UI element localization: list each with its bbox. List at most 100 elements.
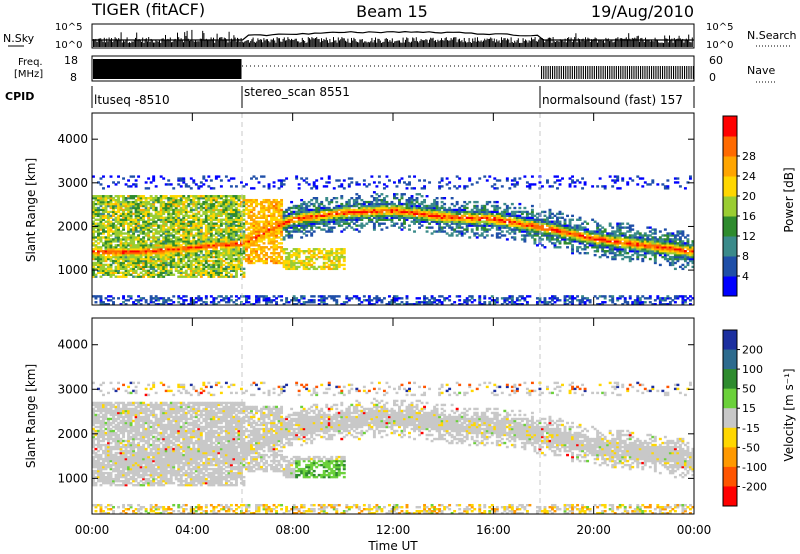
power-cell — [144, 244, 148, 247]
power-cell — [257, 246, 261, 249]
power-cell — [438, 301, 442, 304]
power-cell — [245, 248, 248, 251]
nave-bar — [651, 66, 653, 79]
power-cell — [485, 220, 489, 223]
nave-bar — [692, 66, 694, 79]
power-cell — [134, 195, 138, 198]
nsky-bar — [192, 40, 194, 47]
power-cell — [498, 206, 502, 210]
power-cell — [322, 206, 326, 210]
power-cell — [189, 275, 193, 278]
power-cell — [107, 265, 110, 269]
power-cell — [247, 198, 251, 202]
power-cell — [405, 206, 409, 210]
power-cell — [94, 273, 98, 276]
power-cell — [400, 301, 404, 304]
power-cell — [372, 212, 376, 216]
power-cell — [127, 271, 131, 274]
power-cell — [117, 240, 120, 243]
power-cell — [122, 228, 126, 231]
power-cell — [430, 303, 434, 305]
power-cell — [280, 299, 284, 302]
power-cell — [197, 232, 201, 235]
power-cell — [94, 246, 98, 249]
power-cell — [405, 198, 409, 202]
power-cell — [149, 230, 153, 233]
power-cell — [157, 259, 161, 263]
power-cell — [327, 250, 331, 253]
power-cell — [207, 236, 211, 239]
power-cell — [300, 177, 304, 180]
power-cell — [92, 234, 95, 237]
power-cell — [207, 204, 211, 208]
power-cell — [169, 208, 173, 212]
power-cell — [239, 197, 243, 200]
power-cell — [372, 228, 376, 231]
power-cell — [187, 275, 191, 278]
power-cell — [234, 220, 238, 223]
power-cell — [104, 197, 108, 200]
power-cell — [222, 210, 226, 214]
power-cell — [137, 220, 141, 223]
nsky-bar — [240, 38, 242, 47]
power-cell — [330, 230, 334, 233]
power-cell — [297, 250, 301, 253]
nsky-bar — [199, 38, 201, 47]
nave-bar — [662, 66, 664, 79]
power-cell — [292, 212, 296, 216]
power-cell — [192, 271, 196, 274]
power-cell — [154, 251, 158, 255]
power-cell — [250, 226, 253, 229]
power-cell — [109, 267, 113, 271]
power-cell — [352, 214, 356, 218]
power-cell — [142, 259, 146, 263]
power-cell — [325, 198, 329, 202]
power-cell — [453, 185, 457, 188]
power-cell — [295, 212, 299, 216]
nsky-bar — [593, 38, 595, 47]
power-cell — [413, 214, 416, 218]
nsky-bar — [580, 41, 582, 47]
power-cell — [174, 242, 178, 245]
power-cell — [197, 202, 201, 206]
power-cell — [184, 183, 188, 186]
power-cell — [209, 202, 213, 206]
nsky-bar — [359, 39, 361, 47]
power-cell — [418, 301, 421, 304]
power-cell — [375, 210, 379, 214]
power-cell — [174, 204, 178, 208]
power-cell — [229, 212, 233, 216]
power-cell — [327, 263, 331, 267]
power-cell — [234, 251, 238, 255]
power-cell — [92, 206, 95, 210]
power-cell — [139, 255, 143, 259]
power-cell — [295, 299, 299, 302]
power-cell — [317, 295, 321, 298]
power-cell — [107, 185, 110, 188]
power-cell — [312, 250, 316, 253]
power-cell — [172, 242, 176, 245]
power-cell — [485, 212, 489, 216]
power-cell — [202, 248, 206, 251]
power-cell — [234, 218, 238, 221]
power-cell — [265, 216, 268, 219]
power-cell — [325, 220, 329, 223]
power-cell — [340, 204, 344, 208]
power-cell — [255, 214, 258, 218]
power-cell — [262, 214, 266, 218]
power-cell — [184, 224, 188, 227]
power-cell — [260, 220, 263, 223]
power-cell — [463, 232, 467, 235]
power-cell — [340, 216, 344, 219]
power-cell — [292, 228, 296, 231]
power-cell — [272, 218, 276, 221]
nsky-bar — [187, 38, 189, 47]
power-cell — [104, 226, 108, 229]
power-cell — [295, 253, 299, 257]
power-cell — [475, 218, 479, 221]
power-cell — [119, 208, 123, 212]
power-cell — [229, 198, 233, 202]
power-cell — [242, 222, 246, 225]
power-cell — [179, 212, 183, 216]
power-cell — [413, 210, 416, 214]
